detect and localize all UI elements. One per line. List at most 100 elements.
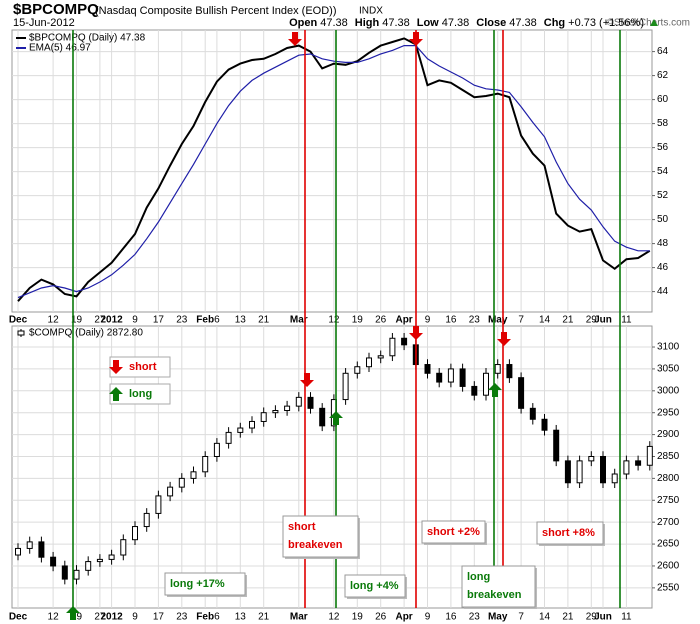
x-tick-label: 2012	[100, 315, 123, 326]
candle-body	[553, 429, 560, 462]
candle-body	[272, 410, 279, 414]
x-tick-label: 17	[153, 315, 165, 326]
quote-value: 47.38	[509, 17, 537, 29]
x-tick-label: 7	[518, 612, 524, 623]
candle-body	[483, 372, 489, 396]
quote-label: Close	[476, 17, 506, 29]
x-tick-label: 19	[71, 315, 83, 326]
candle-body	[295, 396, 302, 407]
x-tick-label: 2012	[100, 612, 123, 623]
trade-label: long +4%	[350, 580, 399, 592]
candle-body	[319, 407, 326, 427]
x-tick-label: Feb	[196, 315, 214, 326]
x-tick-label: 12	[48, 612, 60, 623]
candle-body	[518, 377, 525, 409]
index-name: (Nasdaq Composite Bullish Percent Index …	[95, 5, 336, 17]
x-tick-label: 23	[176, 612, 188, 623]
candle-body	[155, 495, 162, 514]
x-tick-label: 19	[352, 612, 364, 623]
candle-body	[307, 396, 314, 409]
legend-label: $BPCOMPQ (Daily) 47.38	[29, 33, 146, 44]
x-tick-label: 9	[425, 315, 431, 326]
legend-label: EMA(5) 46.97	[29, 43, 91, 54]
x-tick-label: 12	[328, 315, 340, 326]
candle-body	[447, 368, 454, 383]
candle-body	[377, 355, 384, 359]
candle-body	[202, 455, 209, 473]
trade-label-box	[282, 515, 359, 558]
x-tick-label: 19	[71, 612, 83, 623]
y-tick-label: 2850	[657, 451, 680, 462]
y-tick-label: 54	[657, 166, 669, 177]
x-tick-label: 27	[94, 612, 106, 623]
legend-text: short	[129, 361, 157, 373]
candle-body	[401, 337, 408, 346]
candle-body	[260, 412, 267, 422]
x-tick-label: 29	[586, 612, 598, 623]
x-tick-label: Mar	[290, 315, 308, 326]
quote-value: 47.38	[320, 17, 348, 29]
candle-body	[15, 547, 21, 556]
exchange: INDX	[359, 6, 383, 17]
y-tick-label: 64	[657, 46, 669, 57]
x-tick-label: 6	[214, 315, 220, 326]
candle-body	[120, 539, 127, 556]
candle-body	[600, 455, 606, 484]
candle-body	[96, 558, 103, 563]
candle-body	[459, 368, 466, 387]
x-tick-label: 21	[258, 315, 270, 326]
y-tick-label: 2900	[657, 429, 680, 440]
change-up-icon	[650, 19, 658, 26]
x-tick-label: Jun	[594, 315, 612, 326]
x-tick-label: 21	[562, 315, 574, 326]
trade-label: long +17%	[170, 578, 225, 590]
quote-label: Chg	[544, 17, 565, 29]
quote-value: 47.38	[442, 17, 470, 29]
candle-body	[190, 471, 197, 479]
x-tick-label: 19	[352, 315, 364, 326]
signal-arrow-down	[409, 32, 423, 46]
y-tick-label: 2600	[657, 561, 680, 572]
signal-arrow-down	[497, 332, 511, 346]
trade-label-box	[344, 574, 406, 598]
candle-body	[143, 512, 150, 528]
candle-body	[354, 366, 361, 374]
candle-body	[471, 385, 478, 396]
candle-body	[342, 372, 349, 401]
candle-body	[38, 541, 45, 558]
y-tick-label: 60	[657, 94, 669, 105]
x-tick-label: 13	[235, 612, 247, 623]
trade-label: breakeven	[288, 539, 343, 551]
x-tick-label: May	[488, 315, 508, 326]
series-line	[17, 45, 650, 299]
trade-label: short +2%	[427, 526, 480, 538]
x-tick-label: 23	[469, 315, 481, 326]
x-tick-label: 21	[258, 612, 270, 623]
y-tick-label: 2950	[657, 407, 680, 418]
candle-body	[506, 364, 513, 379]
signal-arrow-up	[329, 411, 343, 425]
y-tick-label: 52	[657, 190, 669, 201]
x-tick-label: Apr	[395, 315, 412, 326]
x-tick-label: 9	[132, 315, 138, 326]
candle-body	[284, 405, 291, 412]
series-line	[17, 37, 651, 302]
candle-body	[213, 442, 220, 457]
trade-label-box	[536, 521, 604, 545]
quote-label: Open	[289, 17, 317, 29]
candle-body	[646, 445, 653, 466]
y-tick-label: 2750	[657, 495, 680, 506]
candle-body	[167, 486, 174, 497]
y-tick-label: 2700	[657, 517, 680, 528]
signal-arrow-down	[409, 326, 423, 340]
x-tick-label: 7	[518, 315, 524, 326]
y-tick-label: 2650	[657, 539, 680, 550]
y-tick-label: 2550	[657, 582, 680, 593]
y-tick-label: 58	[657, 118, 669, 129]
x-tick-label: 11	[621, 315, 632, 326]
y-tick-label: 3050	[657, 364, 680, 375]
candle-body	[366, 357, 372, 368]
symbol: $BPCOMPQ	[13, 1, 99, 18]
y-tick-label: 46	[657, 262, 669, 273]
